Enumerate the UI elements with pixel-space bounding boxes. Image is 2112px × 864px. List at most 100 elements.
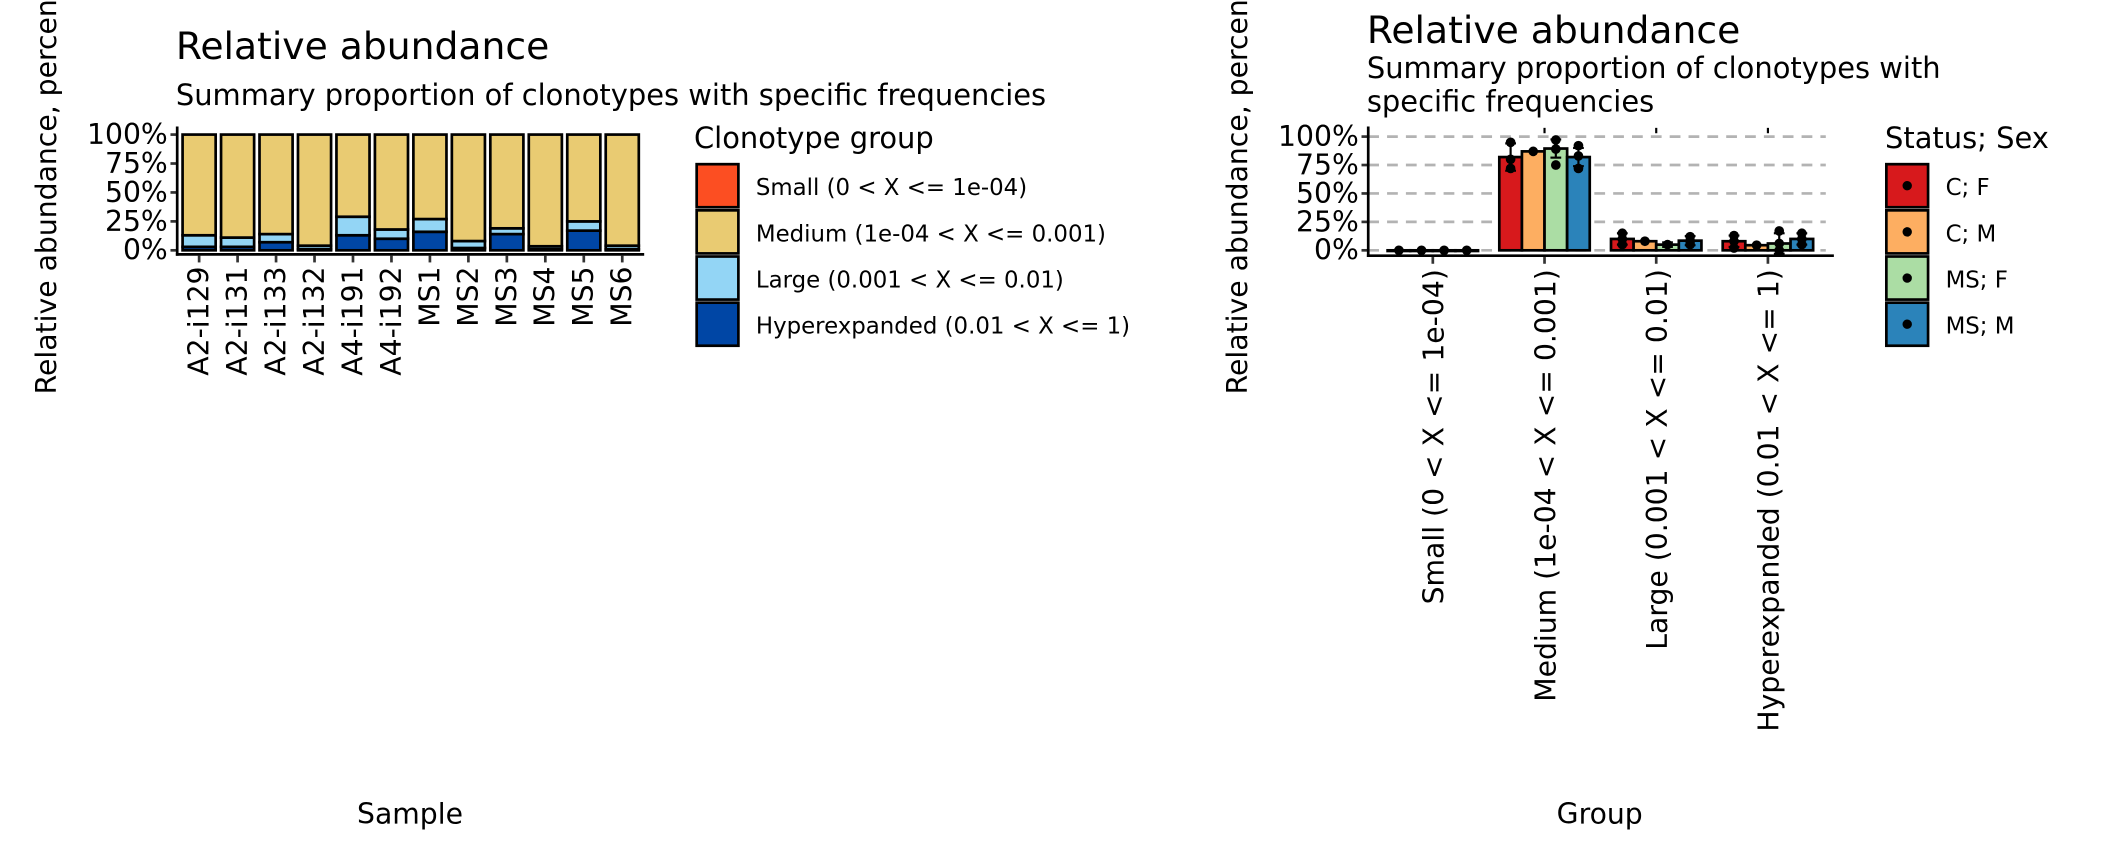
y-tick-label: 50% xyxy=(1296,177,1359,210)
data-point xyxy=(1662,239,1673,250)
bar-segment xyxy=(373,133,410,231)
bar-segment xyxy=(181,233,218,249)
legend-key-swatch xyxy=(695,209,740,255)
data-point xyxy=(1550,160,1561,170)
data-point xyxy=(1729,230,1739,241)
data-point xyxy=(1394,245,1404,256)
y-tick-label: 25% xyxy=(1296,205,1359,238)
x-tick-label: MS4 xyxy=(529,266,562,326)
y-tick-label: 0% xyxy=(123,234,168,267)
y-tick-label: 25% xyxy=(105,205,168,238)
left-panel: Relative abundance, percent Relative abu… xyxy=(30,0,1130,831)
data-point xyxy=(1729,243,1739,253)
data-point xyxy=(1550,144,1561,154)
left-legend: Small (0 < X <= 1e-04) Medium (1e-04 < X … xyxy=(695,162,1130,348)
bar-segment xyxy=(335,233,371,252)
bar-segment xyxy=(604,133,641,248)
data-point xyxy=(1416,245,1427,256)
left-y-axis-title: Relative abundance, percent xyxy=(30,0,63,394)
data-point xyxy=(1505,163,1516,174)
left-subtitle: Summary proportion of clonotypes with sp… xyxy=(176,78,1046,112)
x-tick-label: A2-i133 xyxy=(259,266,292,375)
x-tick-label: MS2 xyxy=(452,266,485,326)
x-tick-label: Small (0 < X <= 1e-04) xyxy=(1418,269,1451,604)
bar-segment xyxy=(335,215,371,237)
data-point xyxy=(1774,238,1785,249)
y-tick-label: 75% xyxy=(1296,148,1359,181)
bar-segment xyxy=(565,133,602,223)
x-tick-label: MS3 xyxy=(490,266,523,326)
legend-key-swatch xyxy=(695,301,740,348)
data-point xyxy=(1573,151,1584,161)
legend-label: Hyperexpanded (0.01 < X <= 1) xyxy=(756,314,1130,340)
bar-segment xyxy=(565,229,602,252)
x-tick-label: A4-i191 xyxy=(336,266,369,375)
legend-label: C; M xyxy=(1946,221,1997,247)
left-plot-area: 0%25%50%75%100% A2-i129 A2-i131 A2-i133 A2-i… xyxy=(87,118,645,376)
legend-label: Large (0.001 < X <= 0.01) xyxy=(756,267,1064,293)
x-tick-label: MS6 xyxy=(606,266,639,326)
right-legend-title: Status; Sex xyxy=(1885,121,2049,155)
y-tick-label: 100% xyxy=(1278,120,1359,153)
data-point xyxy=(1617,228,1628,239)
y-tick-label: 100% xyxy=(87,118,168,151)
data-point xyxy=(1640,236,1650,247)
right-title: Relative abundance xyxy=(1367,8,1740,52)
right-panel: Relative abundance, percent Relative abu… xyxy=(1221,0,2049,831)
bar-segment xyxy=(450,133,487,243)
legend-key-point xyxy=(1902,273,1912,283)
bar-segment xyxy=(219,236,256,249)
data-point xyxy=(1528,146,1539,157)
bar-segment xyxy=(258,133,294,236)
right-legend: C; F C; M MS; F MS; M xyxy=(1885,162,2015,348)
data-point xyxy=(1573,140,1584,151)
x-tick-label: A2-i129 xyxy=(183,266,216,375)
legend-key-point xyxy=(1902,319,1912,329)
data-point xyxy=(1774,245,1785,256)
data-point xyxy=(1505,154,1516,165)
legend-label: Small (0 < X <= 1e-04) xyxy=(756,175,1027,201)
bar-segment xyxy=(488,133,525,230)
bar-segment xyxy=(412,230,448,252)
x-tick-label: Medium (1e-04 < X <= 0.001) xyxy=(1529,269,1562,702)
right-plot-area: 0%25%50%75%100% Small (0 < X <= 1e-04) Med… xyxy=(1278,120,1834,732)
legend-label: C; F xyxy=(1946,175,1990,201)
bar-segment xyxy=(296,133,333,248)
data-point xyxy=(1439,245,1449,256)
right-x-axis-title: Group xyxy=(1557,798,1643,831)
right-y-axis-title: Relative abundance, percent xyxy=(1221,0,1254,394)
right-subtitle: Summary proportion of clonotypes with spe… xyxy=(1367,51,1941,119)
x-tick-label: A2-i132 xyxy=(298,266,331,375)
bar-segment xyxy=(488,232,525,252)
bar-segment xyxy=(181,133,218,237)
left-legend-title: Clonotype group xyxy=(694,121,934,155)
data-point xyxy=(1751,240,1762,251)
left-title: Relative abundance xyxy=(176,24,549,68)
data-point xyxy=(1461,245,1472,256)
bar-segment xyxy=(527,133,564,248)
x-tick-label: MS1 xyxy=(413,266,446,326)
bar xyxy=(1520,150,1546,252)
data-point xyxy=(1685,231,1695,242)
bar-segment xyxy=(335,133,371,219)
x-tick-label: A4-i192 xyxy=(375,266,408,375)
legend-key-point xyxy=(1902,181,1912,191)
legend-label: Medium (1e-04 < X <= 0.001) xyxy=(756,221,1106,247)
bar-segment xyxy=(412,217,448,234)
bar-segment xyxy=(565,220,602,232)
bar-segment xyxy=(373,237,410,252)
legend-label: MS; M xyxy=(1946,314,2015,340)
data-point xyxy=(1573,163,1584,174)
x-tick-label: Hyperexpanded (0.01 < X <= 1) xyxy=(1753,269,1786,731)
legend-label: MS; F xyxy=(1946,267,2008,293)
x-tick-label: MS5 xyxy=(567,266,600,326)
legend-key-swatch xyxy=(695,162,740,209)
left-x-axis-title: Sample xyxy=(357,798,463,831)
y-tick-label: 0% xyxy=(1314,234,1359,267)
data-point xyxy=(1505,137,1516,148)
x-tick-label: A2-i131 xyxy=(221,266,254,375)
bar-segment xyxy=(219,133,256,239)
bar-segment xyxy=(412,133,448,221)
bar-segment xyxy=(373,228,410,241)
